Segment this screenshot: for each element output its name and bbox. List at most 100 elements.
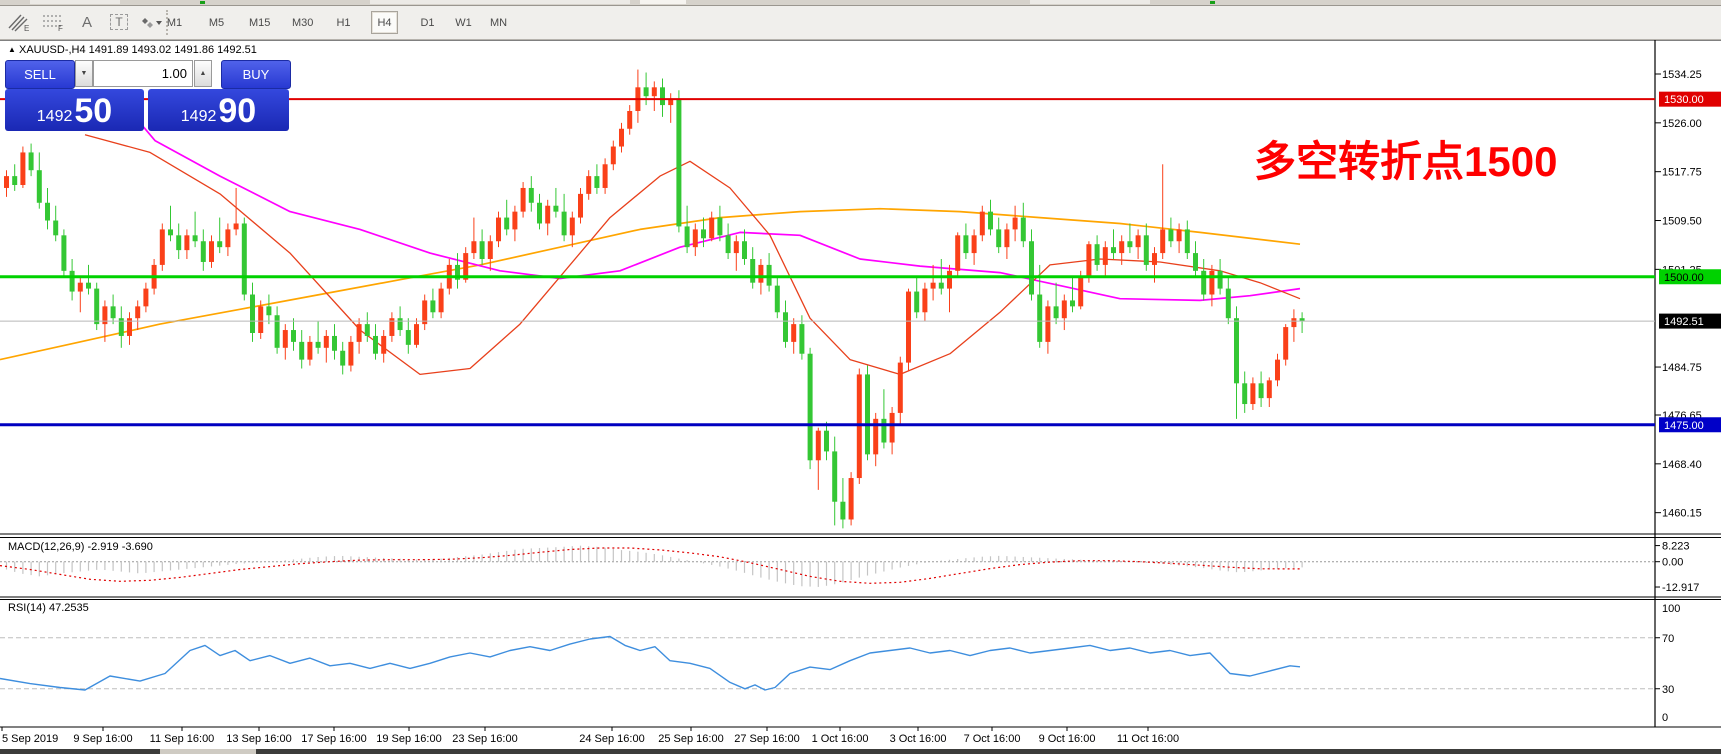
svg-text:8.223: 8.223 [1662,541,1690,553]
svg-text:23 Sep 16:00: 23 Sep 16:00 [452,733,517,745]
tab-timeframe-h1[interactable]: H1 [336,16,351,29]
candle-body [102,306,108,325]
svg-text:1484.75: 1484.75 [1662,362,1702,374]
svg-text:1492.51: 1492.51 [1664,316,1704,328]
candle-body [996,229,1002,248]
candle-body [332,335,337,351]
candle-body [53,220,59,236]
svg-text:1530.00: 1530.00 [1664,94,1704,106]
candle-body [758,264,764,283]
candle-body [135,306,141,319]
candle-body [110,306,116,319]
tab-timeframe-m30[interactable]: M30 [292,16,314,29]
candle-body [1135,235,1141,248]
candle-body [504,217,510,230]
sell-button[interactable]: SELL [5,60,75,89]
candle-body [938,282,944,289]
candle-body [307,341,313,360]
fibonacci-icon[interactable]: F [38,9,68,35]
buy-button[interactable]: BUY [221,60,291,89]
top-edge-button-remnant [1030,0,1150,4]
candle-body [340,350,346,366]
text-label-icon[interactable]: T [104,9,134,35]
macd-layer [0,545,1303,587]
volume-increase-button[interactable]: ▲ [194,60,212,87]
candle-body [61,235,67,271]
candle-body [512,211,518,230]
window-top-edge [0,0,1721,6]
candles-layer [4,69,1305,529]
candle-body [217,241,223,248]
shapes-dropdown-icon[interactable] [136,9,166,35]
candle-body [1299,318,1305,322]
candle-body [323,335,329,348]
candle-body [947,270,952,289]
svg-text:F: F [58,24,63,32]
candle-body [1070,300,1075,307]
candle-body [471,241,477,254]
tab-timeframe-d1[interactable]: D1 [420,16,435,29]
tab-timeframe-mn[interactable]: MN [490,16,508,29]
candle-body [955,235,961,271]
candle-body [1250,383,1256,405]
candle-body [709,217,715,239]
buy-price-box[interactable]: 1492 90 [148,89,289,131]
volume-input[interactable] [93,60,193,87]
candle-body [1275,359,1280,381]
equidistant-channel-icon[interactable]: E [4,9,34,35]
candle-body [69,270,75,292]
text-tool-icon[interactable]: A [81,13,92,31]
svg-text:1517.75: 1517.75 [1662,167,1702,179]
candle-body [545,205,551,224]
candle-body [241,223,247,295]
candle-body [610,146,616,165]
sell-price-box[interactable]: 1492 50 [5,89,144,131]
tab-timeframe-h4[interactable]: H4 [371,11,398,34]
candle-body [209,241,214,262]
candle-body [594,176,600,188]
candle-body [824,430,829,452]
candle-body [865,374,870,455]
candle-body [840,501,846,520]
candle-body [528,187,534,203]
price-badge [1659,417,1721,433]
candle-body [750,259,756,283]
candle-body [291,330,296,342]
candle-body [1045,306,1051,342]
svg-text:7 Oct 16:00: 7 Oct 16:00 [964,733,1021,745]
annotation-text[interactable]: 多空转折点1500 [1254,138,1557,185]
candle-body [873,418,879,455]
sell-price-big: 50 [74,92,113,130]
volume-decrease-button[interactable]: ▼ [75,60,93,87]
candle-body [1094,244,1100,265]
candle-body [192,235,198,242]
candle-body [250,294,255,333]
candle-body [487,241,493,259]
toolbar-separator [166,10,168,35]
candle-body [1102,247,1108,265]
svg-text:1 Oct 16:00: 1 Oct 16:00 [812,733,869,745]
candle-body [159,229,165,265]
horizontal-level-lines[interactable] [0,98,1655,427]
chart-toolbar: E F A T M1 M5 M15 M30 H1 H4 D1 W1 MN [0,6,1721,40]
svg-text:24 Sep 16:00: 24 Sep 16:00 [579,733,644,745]
candle-body [356,324,362,342]
tab-timeframe-m15[interactable]: M15 [249,16,271,29]
tab-timeframe-m1[interactable]: M1 [166,16,183,29]
tab-timeframe-w1[interactable]: W1 [455,16,472,29]
candle-body [266,306,272,316]
rsi-layer [0,635,1301,691]
candle-body [1283,327,1289,360]
collapse-marker-icon[interactable]: ▲ [8,45,16,54]
macd-signal-line [0,547,1301,584]
svg-text:27 Sep 16:00: 27 Sep 16:00 [734,733,799,745]
svg-text:1468.40: 1468.40 [1662,459,1702,471]
svg-text:E: E [24,24,29,32]
candle-body [1217,270,1223,289]
candle-body [889,412,895,443]
svg-text:11 Oct 16:00: 11 Oct 16:00 [1117,733,1179,745]
candle-body [791,324,797,342]
tab-timeframe-m5[interactable]: M5 [208,16,225,29]
rsi-line [0,635,1301,691]
